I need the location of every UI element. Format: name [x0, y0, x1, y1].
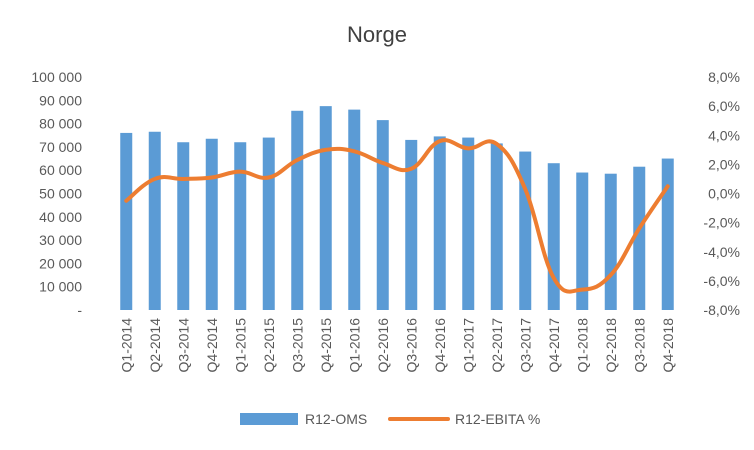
bar-Q4-2014: [205, 138, 218, 310]
bar-Q1-2017: [462, 137, 475, 310]
bar-Q3-2014: [177, 142, 190, 310]
bar-Q4-2017: [547, 163, 560, 310]
bar-Q3-2018: [633, 166, 646, 310]
bar-Q3-2017: [519, 151, 532, 310]
right-tick-label: -8,0%: [703, 302, 740, 318]
bar-Q4-2018: [661, 158, 674, 310]
bar-Q2-2017: [490, 143, 503, 310]
left-tick-label: 70 000: [39, 139, 82, 155]
x-axis-ticks: Q1-2014 Q2-2014 Q3-2014 Q4-2014 Q1-2015 Q2-20…: [118, 318, 676, 373]
bar-Q2-2015: [262, 137, 275, 310]
legend: R12-OMS R12-EBITA %: [240, 411, 540, 427]
x-tick-label: Q3-2017: [517, 318, 533, 373]
x-tick-label: Q1-2017: [460, 318, 476, 373]
legend-label-line: R12-EBITA %: [455, 411, 540, 427]
x-tick-label: Q2-2017: [489, 318, 505, 373]
x-tick-label: Q1-2015: [232, 318, 248, 373]
x-tick-label: Q3-2016: [403, 318, 419, 373]
x-tick-label: Q2-2015: [261, 318, 277, 373]
bar-Q2-2018: [604, 173, 617, 310]
x-tick-label: Q4-2018: [660, 318, 676, 373]
right-tick-label: 8,0%: [708, 69, 740, 85]
left-tick-label: 60 000: [39, 162, 82, 178]
bar-Q3-2016: [405, 139, 418, 310]
left-tick-label: -: [77, 302, 82, 318]
left-tick-label: 100 000: [31, 69, 82, 85]
legend-label-bar: R12-OMS: [305, 411, 367, 427]
x-tick-label: Q1-2014: [118, 318, 134, 373]
x-tick-label: Q2-2018: [603, 318, 619, 373]
right-tick-label: 4,0%: [708, 127, 740, 143]
right-tick-label: -2,0%: [703, 215, 740, 231]
bar-Q2-2014: [148, 131, 161, 310]
left-tick-label: 40 000: [39, 209, 82, 225]
legend-swatch-bar: [240, 413, 298, 425]
x-tick-label: Q2-2014: [147, 318, 163, 373]
ebita-line: [124, 138, 670, 294]
right-tick-label: -4,0%: [703, 244, 740, 260]
x-tick-label: Q4-2014: [204, 318, 220, 373]
left-tick-label: 30 000: [39, 232, 82, 248]
left-tick-label: 20 000: [39, 255, 82, 271]
left-tick-label: 10 000: [39, 279, 82, 295]
bar-Q1-2014: [120, 132, 133, 310]
x-tick-label: Q1-2016: [346, 318, 362, 373]
x-tick-label: Q3-2014: [175, 318, 191, 373]
bar-Q1-2018: [576, 172, 589, 310]
bar-Q2-2016: [376, 120, 389, 310]
left-tick-label: 50 000: [39, 186, 82, 202]
right-axis-ticks: 8,0% 6,0% 4,0% 2,0% 0,0% -2,0% -4,0% -6,0% -8,0%: [703, 69, 740, 318]
x-tick-label: Q3-2015: [289, 318, 305, 373]
bar-Q3-2015: [291, 110, 304, 310]
bar-Q4-2015: [319, 106, 332, 311]
left-axis-ticks: 100 000 90 000 80 000 70 000 60 000 50 000 40 …: [31, 69, 82, 318]
bar-Q1-2016: [348, 109, 361, 311]
line-layer: [124, 138, 670, 294]
right-tick-label: 2,0%: [708, 156, 740, 172]
x-tick-label: Q4-2017: [546, 318, 562, 373]
x-tick-label: Q3-2018: [631, 318, 647, 373]
left-tick-label: 80 000: [39, 116, 82, 132]
right-tick-label: 0,0%: [708, 186, 740, 202]
chart-title: Norge: [347, 22, 407, 47]
x-tick-label: Q4-2015: [318, 318, 334, 373]
x-tick-label: Q2-2016: [375, 318, 391, 373]
x-tick-label: Q4-2016: [432, 318, 448, 373]
bar-Q1-2015: [234, 142, 247, 310]
right-tick-label: 6,0%: [708, 98, 740, 114]
bar-Q4-2016: [433, 136, 446, 310]
x-tick-label: Q1-2018: [574, 318, 590, 373]
left-tick-label: 90 000: [39, 92, 82, 108]
right-tick-label: -6,0%: [703, 273, 740, 289]
bars-layer: [120, 106, 674, 311]
